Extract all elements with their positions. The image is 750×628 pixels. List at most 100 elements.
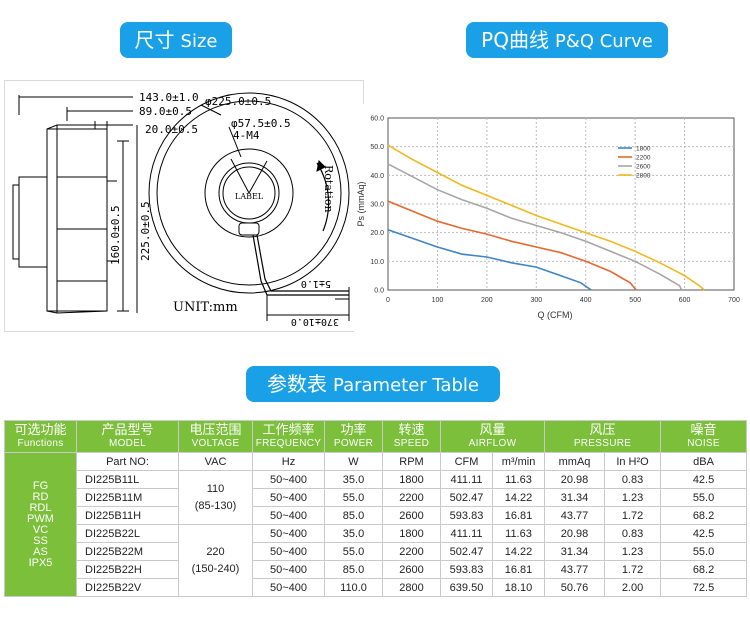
- legend-label-1800: 1800: [636, 146, 651, 153]
- pressure-inh2o-cell: 1.72: [604, 506, 662, 525]
- power-cell: 35.0: [324, 524, 383, 543]
- dim-160: 160.0±0.5: [109, 205, 122, 265]
- table-row: DI225B22M 50~400 55.0 2200 502.47 14.22 31.34 1…: [5, 542, 748, 561]
- y-tick-label: 20.0: [370, 230, 384, 237]
- frequency-cell: 50~400: [252, 578, 325, 597]
- x-tick-label: 100: [432, 297, 444, 304]
- pq-chart-panel: 0 100 200 300 400 500 600 700 0.0 10.0 20.0 30.0 40.…: [354, 104, 746, 332]
- dim-143: 143.0±1.0: [139, 91, 199, 104]
- noise-cell: 55.0: [660, 488, 748, 507]
- noise-cell: 68.2: [660, 560, 748, 579]
- fan-side-profile: [46, 124, 108, 314]
- airflow-m3-cell: 16.81: [491, 506, 546, 525]
- function-item: SS: [33, 534, 48, 547]
- airflow-m3-cell: 11.63: [491, 524, 546, 543]
- airflow-cfm-cell: 593.83: [440, 560, 493, 579]
- pq-title-cn: PQ曲线: [481, 28, 549, 52]
- frequency-cell: 50~400: [252, 542, 325, 561]
- dim-225h: 225.0±0.5: [139, 201, 152, 261]
- size-title-en: Size: [180, 31, 218, 52]
- x-tick-label: 300: [530, 297, 542, 304]
- noise-cell: 42.5: [660, 524, 748, 543]
- table-row: DI225B22L 220 (150-240) 50~400 35.0 1800 411.1…: [5, 524, 748, 597]
- airflow-m3-cell: 16.81: [491, 560, 546, 579]
- unit-hz: Hz: [252, 452, 325, 471]
- rotation-label: Rotation: [322, 165, 335, 213]
- airflow-m3-cell: 18.10: [491, 578, 546, 597]
- model-cell: DI225B22M: [76, 542, 179, 561]
- size-title-cn: 尺寸: [134, 28, 175, 52]
- fan-motor-block: [18, 176, 48, 268]
- speed-cell: 2200: [382, 488, 441, 507]
- params-title-en: Parameter Table: [333, 375, 479, 396]
- y-tick-label: 0.0: [374, 288, 384, 295]
- series-line-2800: [387, 144, 705, 291]
- airflow-cfm-cell: 639.50: [440, 578, 493, 597]
- table-row: DI225B11M 50~400 55.0 2200 502.47 14.22 31.34 1…: [5, 488, 748, 507]
- table-row: DI225B11L 110 (85-130) 50~400 35.0 1800 411.11…: [5, 470, 748, 525]
- pressure-inh2o-cell: 1.23: [604, 542, 662, 561]
- pressure-mmaq-cell: 43.77: [544, 560, 606, 579]
- noise-cell: 42.5: [660, 470, 748, 489]
- series-line-2600: [387, 163, 683, 291]
- y-tick-label: 50.0: [370, 144, 384, 151]
- y-tick-label: 60.0: [370, 116, 384, 123]
- voltage-cell: 220 (150-240): [178, 524, 253, 597]
- unit-rpm: RPM: [382, 452, 441, 471]
- power-cell: 85.0: [324, 506, 383, 525]
- unit-dba: dBA: [660, 452, 748, 471]
- legend-label-2800: 2800: [636, 173, 651, 180]
- unit-m3min: m³/min: [491, 452, 546, 471]
- model-cell: DI225B22H: [76, 560, 179, 579]
- header-speed: 转速 SPEED: [382, 420, 441, 453]
- header-functions: 可选功能 Functions: [4, 420, 77, 453]
- power-cell: 55.0: [324, 542, 383, 561]
- y-tick-label: 40.0: [370, 173, 384, 180]
- y-tick-label: 30.0: [370, 202, 384, 209]
- airflow-cfm-cell: 502.47: [440, 542, 493, 561]
- frequency-cell: 50~400: [252, 524, 325, 543]
- airflow-m3-cell: 14.22: [491, 488, 546, 507]
- airflow-m3-cell: 14.22: [491, 542, 546, 561]
- table-row: DI225B11H 50~400 85.0 2600 593.83 16.81 43.77 1…: [5, 506, 748, 525]
- x-tick-label: 400: [580, 297, 592, 304]
- frequency-cell: 50~400: [252, 560, 325, 579]
- unit-vac: VAC: [178, 452, 253, 471]
- power-cell: 35.0: [324, 470, 383, 489]
- power-cell: 55.0: [324, 488, 383, 507]
- dim-wire-370: 370±10.0: [291, 316, 339, 327]
- params-section-title: 参数表 Parameter Table: [246, 366, 500, 402]
- pressure-inh2o-cell: 0.83: [604, 524, 662, 543]
- voltage-range: (85-130): [194, 499, 237, 512]
- fan-side-body: [46, 128, 108, 312]
- frequency-cell: 50~400: [252, 470, 325, 489]
- speed-cell: 2200: [382, 542, 441, 561]
- dim-phi225: φ225.0±0.5: [205, 95, 271, 108]
- speed-cell: 2600: [382, 506, 441, 525]
- unit-cfm: CFM: [440, 452, 493, 471]
- fan-front-outer-ring: [148, 92, 350, 294]
- pressure-mmaq-cell: 43.77: [544, 506, 606, 525]
- x-tick-label: 700: [728, 297, 740, 304]
- airflow-cfm-cell: 593.83: [440, 506, 493, 525]
- fan-front-hub: [204, 148, 294, 238]
- function-item: VC: [32, 523, 49, 536]
- header-airflow: 风量 AIRFLOW: [439, 420, 546, 453]
- airflow-m3-cell: 11.63: [491, 470, 546, 489]
- x-tick-label: 0: [386, 297, 390, 304]
- fan-wire: [252, 234, 349, 296]
- params-title-cn: 参数表: [267, 372, 328, 396]
- power-cell: 110.0: [324, 578, 383, 597]
- dim-89: 89.0±0.5: [139, 105, 192, 118]
- function-item: FG: [32, 479, 49, 492]
- fan-label: LABEL: [235, 192, 264, 201]
- voltage-cell: 110 (85-130): [178, 470, 253, 525]
- series-line-2200: [387, 200, 637, 291]
- x-tick-label: 600: [679, 297, 691, 304]
- pressure-inh2o-cell: 1.72: [604, 560, 662, 579]
- frequency-cell: 50~400: [252, 488, 325, 507]
- unit-inh2o: In H²O: [604, 452, 662, 471]
- function-item: IPX5: [28, 556, 53, 569]
- pressure-mmaq-cell: 20.98: [544, 524, 606, 543]
- parameter-table-wrap: 可选功能 Functions 产品型号 MODEL 电压范围 VOLTAGE 工作频率…: [4, 420, 748, 610]
